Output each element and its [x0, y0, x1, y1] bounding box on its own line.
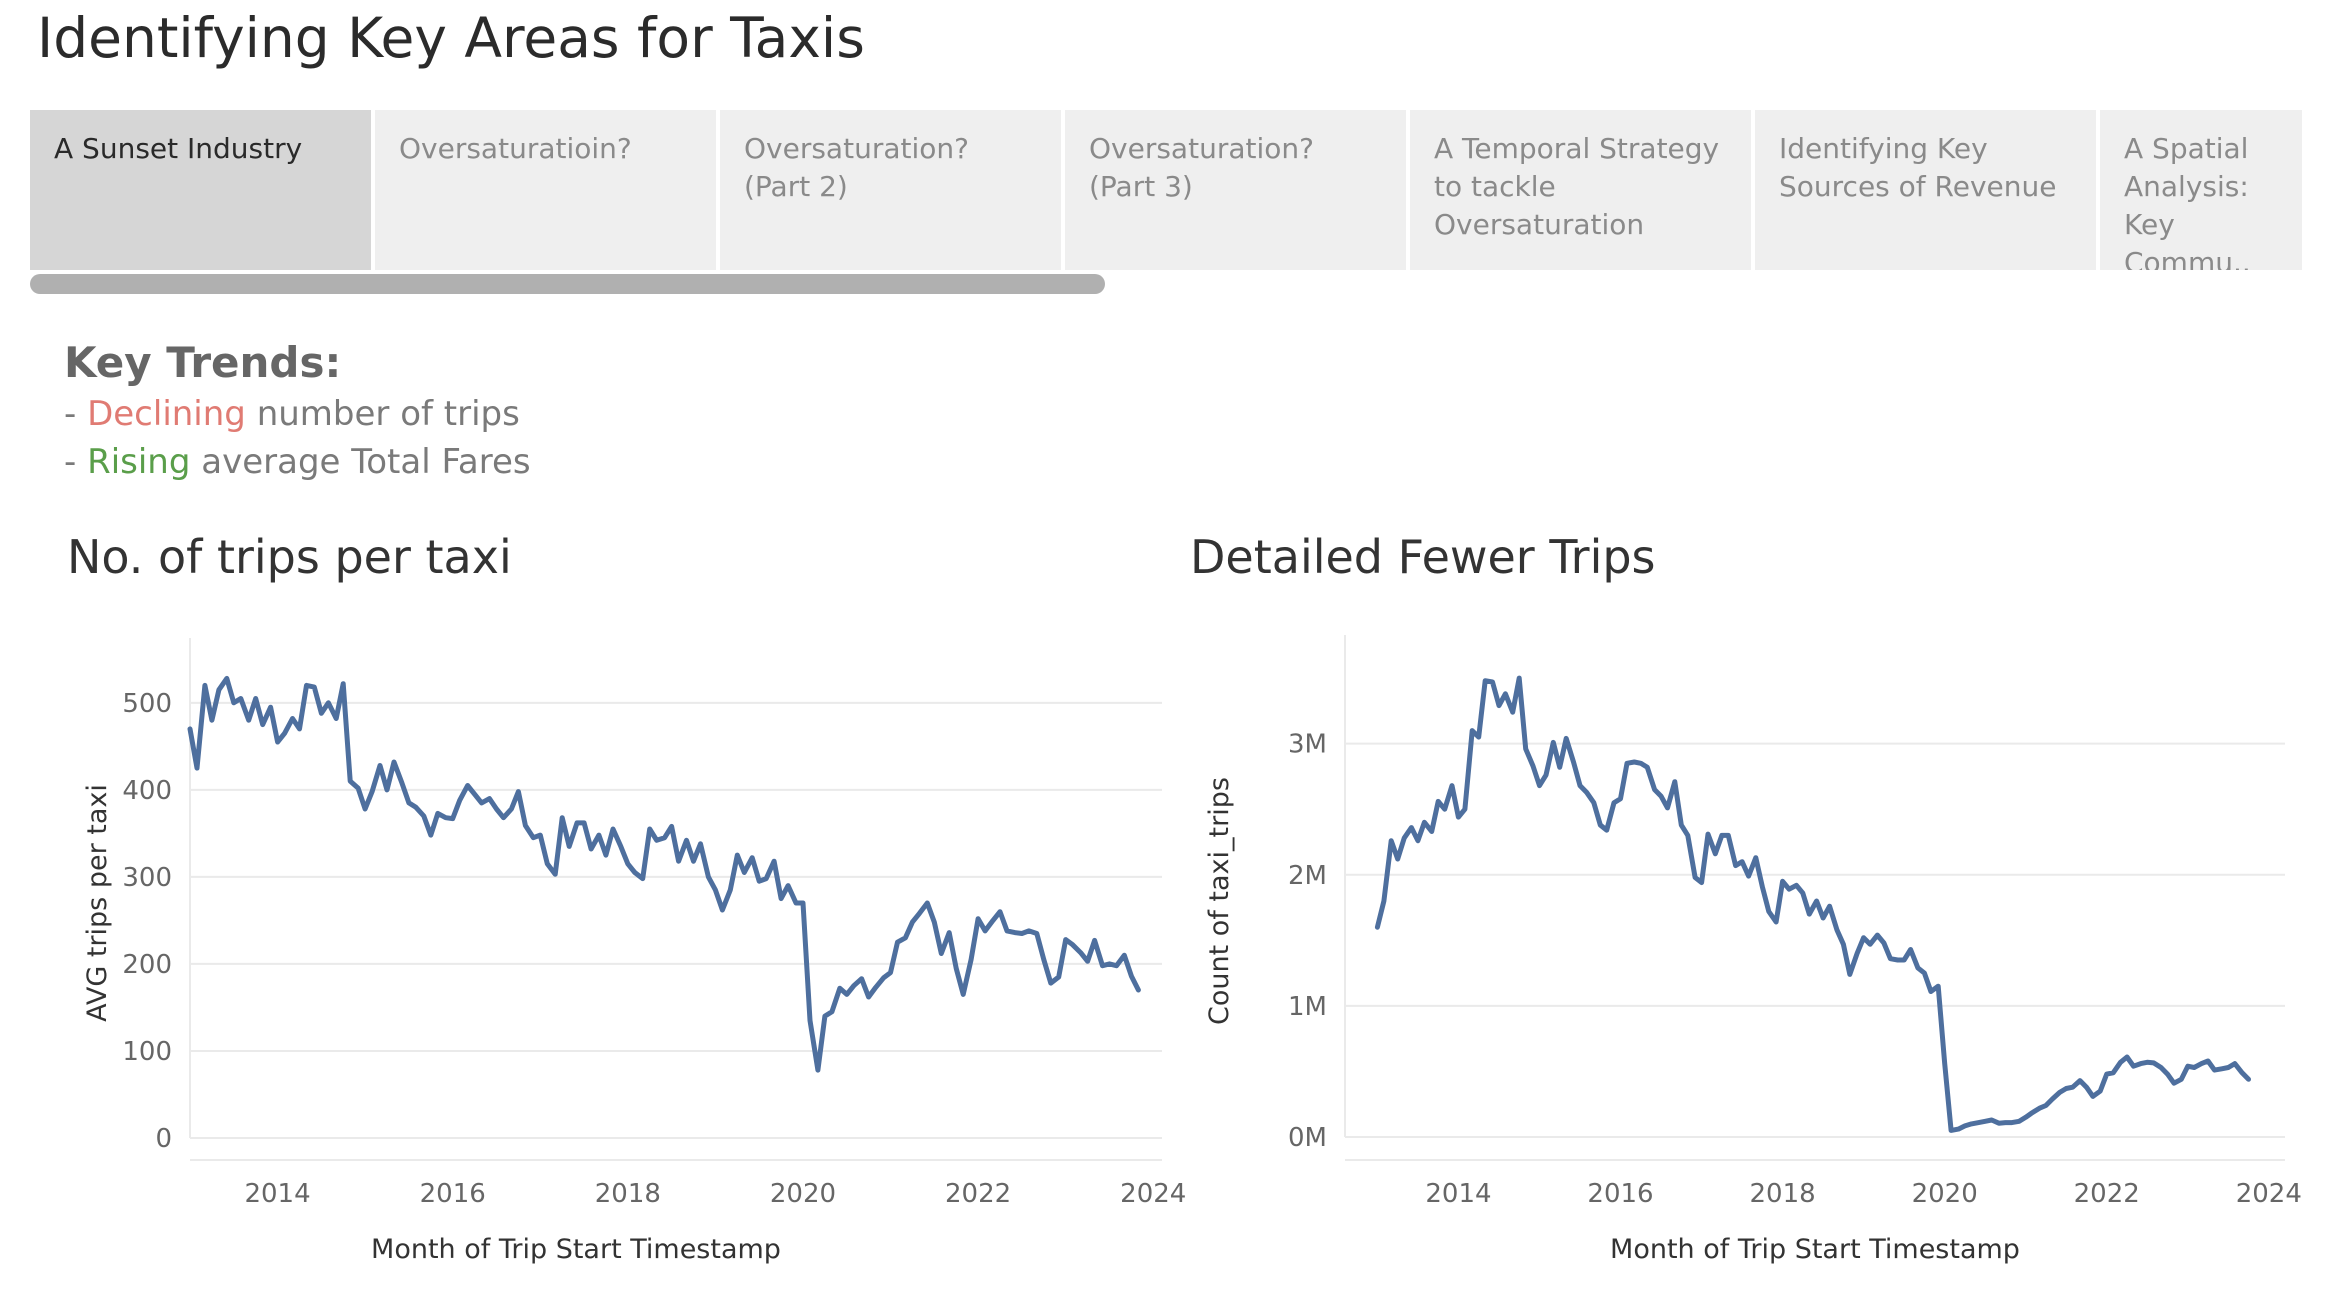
chart1-y-axis-title: AVG trips per taxi: [82, 784, 113, 1022]
tabs-scrollbar[interactable]: [30, 274, 1105, 294]
chart1-ytick-label: 400: [122, 776, 172, 806]
chart1-xtick-label: 2014: [244, 1179, 310, 1209]
trend-declining-text: number of trips: [245, 394, 520, 434]
trend-rising: - Rising average Total Fares: [64, 442, 531, 482]
chart1-xtick-label: 2022: [945, 1179, 1011, 1209]
chart1-xtick-label: 2016: [420, 1179, 486, 1209]
chart2-ytick-label: 3M: [1288, 730, 1327, 760]
chart2-xtick-label: 2014: [1425, 1179, 1491, 1209]
trend-declining: - Declining number of trips: [64, 394, 520, 434]
trend-declining-highlight: Declining: [87, 394, 246, 434]
key-trends-heading: Key Trends:: [64, 338, 342, 387]
page-title: Identifying Key Areas for Taxis: [37, 6, 865, 70]
chart2-ytick-label: 2M: [1288, 861, 1327, 891]
chart2-xtick-label: 2022: [2074, 1179, 2140, 1209]
tab-key-sources-revenue[interactable]: Identifying Key Sources of Revenue: [1755, 110, 2096, 270]
chart2-ytick-label: 0M: [1288, 1123, 1327, 1153]
trend-declining-prefix: -: [64, 394, 88, 434]
trend-rising-prefix: -: [64, 442, 88, 482]
chart2-xtick-label: 2018: [1750, 1179, 1816, 1209]
chart1-series-line: [187, 675, 1141, 1073]
chart1-ytick-label: 500: [122, 689, 172, 719]
chart1-ytick-label: 300: [122, 863, 172, 893]
tab-temporal-strategy[interactable]: A Temporal Strategy to tackle Oversatura…: [1410, 110, 1751, 270]
chart2-xtick-label: 2020: [1912, 1179, 1978, 1209]
tab-a-sunset-industry[interactable]: A Sunset Industry: [30, 110, 371, 270]
tab-spatial-analysis[interactable]: A Spatial Analysis: Key Commu..: [2100, 110, 2302, 270]
tab-oversaturation-part-2[interactable]: Oversaturation? (Part 2): [720, 110, 1061, 270]
chart1-xtick-label: 2018: [595, 1179, 661, 1209]
tab-oversaturatioin[interactable]: Oversaturatioin?: [375, 110, 716, 270]
trend-rising-text: average Total Fares: [190, 442, 531, 482]
tab-oversaturation-part-3[interactable]: Oversaturation? (Part 3): [1065, 110, 1406, 270]
chart2-x-axis-title: Month of Trip Start Timestamp: [1610, 1234, 2020, 1265]
chart1-xtick-label: 2020: [770, 1179, 836, 1209]
chart1-title: No. of trips per taxi: [67, 530, 512, 584]
chart1-ytick-label: 0: [155, 1124, 172, 1154]
chart1-ytick-label: 200: [122, 950, 172, 980]
story-tabs: A Sunset Industry Oversaturatioin? Overs…: [30, 110, 2316, 270]
chart1-x-axis-title: Month of Trip Start Timestamp: [371, 1234, 781, 1265]
chart1-xtick-label: 2024: [1120, 1179, 1186, 1209]
chart2-xtick-label: 2016: [1587, 1179, 1653, 1209]
chart2-title: Detailed Fewer Trips: [1190, 530, 1656, 584]
chart2-ytick-label: 1M: [1288, 992, 1327, 1022]
chart1-ytick-label: 100: [122, 1037, 172, 1067]
trend-rising-highlight: Rising: [87, 442, 191, 482]
chart2-y-axis-title: Count of taxi_trips: [1204, 777, 1235, 1025]
chart2-xtick-label: 2024: [2236, 1179, 2302, 1209]
chart2-series-line: [1374, 675, 2251, 1133]
